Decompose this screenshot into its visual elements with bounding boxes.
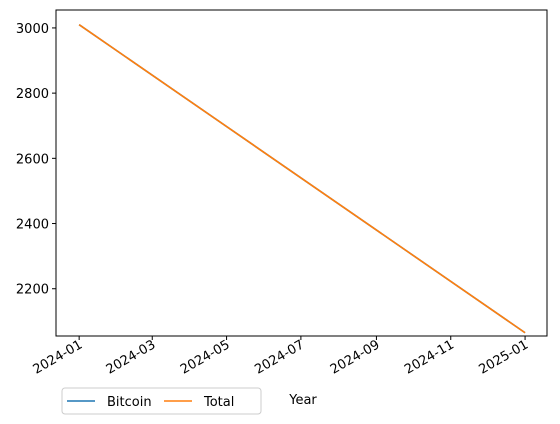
series-layer (78, 24, 526, 334)
x-axis-label: Year (288, 393, 317, 408)
plot-area-frame (55, 9, 548, 337)
y-tick-label: 2200 (16, 283, 49, 298)
y-axis: 2200 2400 2600 2800 3000 (16, 22, 56, 298)
y-tick-label: 2600 (16, 152, 49, 167)
legend-label-1: Total (203, 395, 234, 410)
legend: Bitcoin Total (61, 387, 262, 415)
y-tick-label: 3000 (16, 22, 49, 37)
series-line-1 (78, 24, 526, 334)
legend-label-0: Bitcoin (107, 395, 152, 410)
y-tick-label: 2800 (16, 87, 49, 102)
y-tick-label: 2400 (16, 218, 49, 233)
legend-box (61, 387, 262, 415)
